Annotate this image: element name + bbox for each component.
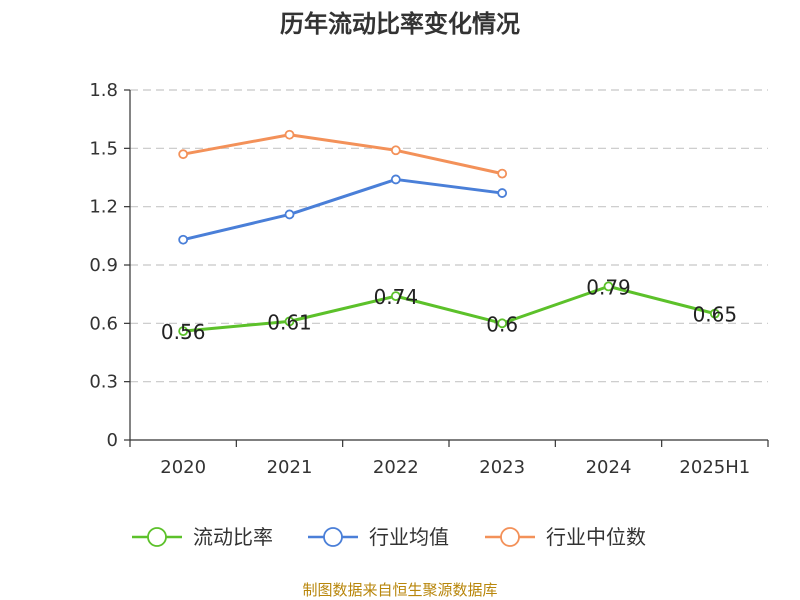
data-point: [497, 168, 508, 179]
legend-marker: [500, 527, 520, 547]
data-label: 0.65: [693, 303, 738, 327]
data-point: [497, 188, 508, 198]
x-tick-label: 2020: [160, 457, 206, 478]
x-tick-label: 2022: [373, 457, 419, 478]
data-point: [284, 209, 295, 220]
legend-label: 行业均值: [369, 525, 449, 549]
legend: 流动比率 行业均值 行业中位数: [132, 525, 646, 549]
data-point: [284, 129, 295, 140]
data-point: [178, 326, 189, 337]
x-tick-label: 2021: [267, 457, 313, 478]
legend-marker: [323, 527, 343, 547]
data-point: [497, 318, 508, 329]
legend-label: 流动比率: [193, 525, 273, 549]
data-point: [390, 174, 401, 185]
data-point: [178, 149, 189, 160]
source-note: 制图数据来自恒生聚源数据库: [302, 581, 497, 599]
data-label: 0.6: [486, 312, 518, 336]
data-label: 0.74: [374, 285, 419, 309]
series-line: [183, 284, 716, 333]
data-label: 0.79: [586, 275, 631, 299]
y-tick-label: 0.6: [89, 313, 118, 334]
y-tick-label: 1.2: [89, 197, 118, 218]
chart-title: 历年流动比率变化情况: [280, 10, 520, 38]
data-point: [178, 234, 189, 245]
data-point: [603, 281, 614, 292]
y-tick-label: 1.8: [89, 80, 118, 101]
y-tick-label: 0.3: [89, 372, 118, 393]
data-point: [390, 291, 401, 302]
x-tick-label: 2024: [586, 457, 632, 478]
legend-marker: [147, 527, 167, 547]
data-point: [284, 316, 295, 327]
series-line: [182, 177, 503, 242]
series-line: [182, 133, 503, 176]
axes: 0 0.3 0.6 0.9 1.2 1.5 1.8 2020 2021 2022 2023 2024 2…: [89, 80, 769, 478]
data-point: [390, 145, 401, 156]
grid-lines: [130, 89, 768, 383]
series-layer: 0.56 0.61 0.74 0.6 0.79 0.65: [161, 129, 738, 344]
data-label: 0.61: [267, 310, 312, 334]
x-tick-label: 2023: [479, 457, 525, 478]
data-point: [709, 308, 720, 319]
y-tick-label: 0.9: [89, 255, 118, 276]
x-tick-label: 2025H1: [679, 457, 750, 478]
legend-label: 行业中位数: [546, 525, 646, 549]
y-tick-label: 1.5: [89, 138, 118, 159]
data-label: 0.56: [161, 320, 206, 344]
y-tick-label: 0: [107, 430, 118, 451]
